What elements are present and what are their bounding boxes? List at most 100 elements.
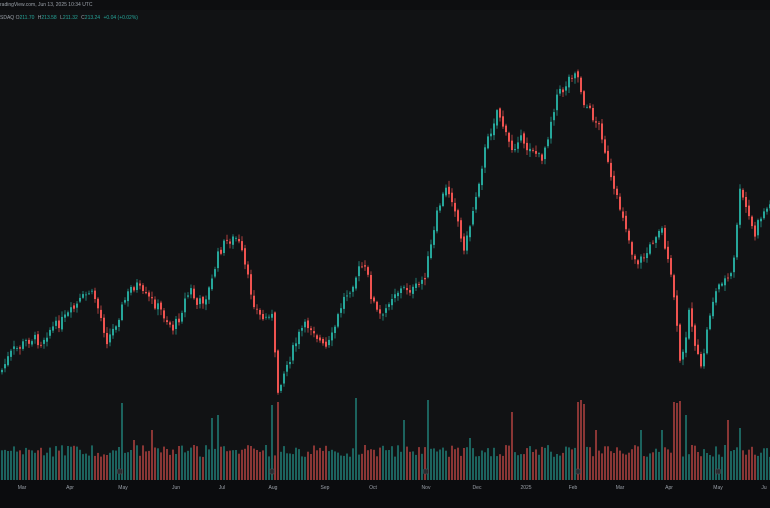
candle-body	[511, 140, 513, 150]
candle-body	[460, 220, 462, 239]
candle-body	[265, 316, 267, 318]
candle-body	[223, 240, 225, 253]
volume-bar	[439, 449, 441, 480]
volume-bar	[550, 451, 552, 480]
candle-body	[550, 121, 552, 139]
candle-body	[241, 241, 243, 251]
candle-body	[397, 292, 399, 297]
candle-body	[157, 303, 159, 310]
candle-body	[661, 228, 663, 233]
month-label: Sep	[320, 485, 330, 491]
volume-bar	[637, 446, 639, 480]
candle-body	[289, 362, 291, 365]
candle-body	[481, 168, 483, 186]
volume-bar	[217, 415, 219, 480]
volume-bar	[352, 448, 354, 480]
candle-body	[82, 294, 84, 298]
candle-body	[625, 215, 627, 230]
volume-bar	[715, 446, 717, 480]
price-chart[interactable]	[0, 0, 770, 480]
candle-body	[184, 298, 186, 313]
candle-body	[91, 290, 93, 292]
volume-bar	[34, 452, 36, 480]
volume-bar	[79, 449, 81, 480]
volume-bar	[97, 452, 99, 480]
top-strip	[0, 0, 770, 10]
candle-body	[268, 316, 270, 318]
event-marker[interactable]	[423, 468, 429, 475]
candle-body	[691, 308, 693, 327]
event-marker[interactable]	[117, 468, 123, 475]
volume-bar	[709, 455, 711, 480]
candle-body	[136, 282, 138, 290]
candle-body	[229, 241, 231, 244]
candle-body	[448, 186, 450, 195]
volume-bar	[190, 447, 192, 480]
volume-bar	[691, 445, 693, 480]
volume-bar	[136, 445, 138, 480]
candle-body	[532, 149, 534, 151]
candle-body	[349, 292, 351, 294]
candle-body	[721, 283, 723, 286]
candle-body	[748, 205, 750, 217]
candle-body	[517, 142, 519, 149]
candle-body	[724, 278, 726, 286]
candle-body	[577, 71, 579, 78]
volume-bar	[676, 403, 678, 480]
candle-body	[574, 73, 576, 79]
volume-bar	[139, 455, 141, 480]
volume-bar	[253, 448, 255, 480]
volume-bar	[586, 446, 588, 480]
candle-body	[730, 273, 732, 277]
volume-bar	[460, 455, 462, 480]
close-label: C	[81, 15, 85, 21]
volume-bar	[736, 447, 738, 480]
volume-bar	[475, 456, 477, 480]
volume-bar	[748, 449, 750, 480]
candle-body	[418, 284, 420, 285]
open-label: O	[15, 15, 20, 21]
volume-bar	[43, 455, 45, 480]
candle-body	[139, 283, 141, 286]
candle-body	[379, 309, 381, 314]
candle-body	[433, 230, 435, 245]
volume-bar	[37, 450, 39, 480]
volume-bar	[724, 445, 726, 480]
candlesticks	[1, 69, 770, 395]
candle-body	[658, 231, 660, 238]
candle-body	[235, 237, 237, 239]
time-axis[interactable]	[0, 480, 770, 508]
candle-body	[328, 339, 330, 346]
event-marker[interactable]	[575, 468, 581, 475]
candle-body	[445, 187, 447, 196]
candle-body	[700, 354, 702, 367]
candle-body	[115, 326, 117, 330]
candle-body	[286, 364, 288, 372]
candle-body	[520, 135, 522, 141]
candle-body	[148, 292, 150, 297]
candle-body	[25, 340, 27, 341]
volume-bar	[415, 454, 417, 480]
volume-bar	[73, 445, 75, 480]
volume-bar	[328, 451, 330, 480]
candle-body	[766, 208, 768, 212]
event-markers	[117, 468, 721, 475]
volume-bar	[547, 445, 549, 480]
month-label: Mar	[615, 485, 625, 491]
volume-bar	[667, 449, 669, 480]
event-marker[interactable]	[715, 468, 721, 475]
candle-body	[502, 116, 504, 127]
candle-body	[163, 310, 165, 319]
candle-body	[394, 294, 396, 299]
candle-body	[736, 224, 738, 258]
candle-body	[367, 267, 369, 275]
volume-bar	[277, 402, 279, 480]
volume-bar	[223, 446, 225, 480]
candle-body	[205, 299, 207, 305]
volume-bar	[469, 438, 471, 480]
candle-body	[19, 347, 21, 349]
event-marker[interactable]	[269, 468, 275, 475]
volume-bar	[106, 455, 108, 480]
volume-bar	[319, 447, 321, 480]
volume-bar	[220, 446, 222, 480]
